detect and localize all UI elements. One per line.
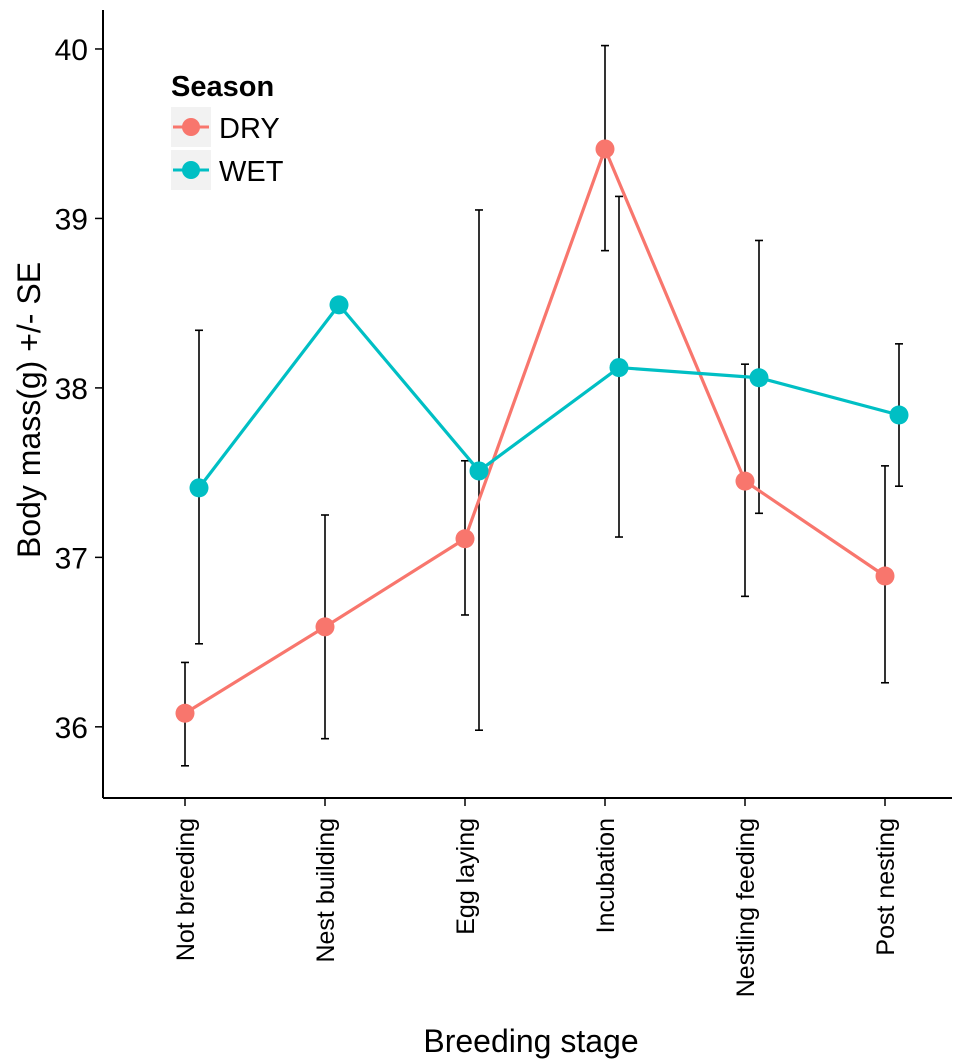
x-tick-label: Nest building xyxy=(312,818,340,963)
data-points xyxy=(175,139,909,723)
data-point-wet xyxy=(329,295,349,315)
y-ticks: 36 37 38 39 40 xyxy=(55,34,103,745)
data-point-dry xyxy=(175,703,195,723)
legend-title: Season xyxy=(171,71,274,103)
legend-key-dot-wet xyxy=(182,161,200,179)
error-bars xyxy=(181,44,903,767)
x-tick-label: Incubation xyxy=(592,818,620,933)
series-lines xyxy=(184,147,900,715)
legend: Season DRY WET xyxy=(171,71,284,190)
x-axis-title: Breeding stage xyxy=(423,1023,638,1059)
x-tick-label: Post nesting xyxy=(872,818,900,956)
data-point-dry xyxy=(595,139,615,159)
data-point-dry xyxy=(735,471,755,491)
y-tick-label: 37 xyxy=(55,542,88,575)
y-axis-title: Body mass(g) +/- SE xyxy=(11,262,47,558)
series-line-dry xyxy=(184,147,886,715)
legend-label-wet: WET xyxy=(219,156,284,188)
y-tick-label: 36 xyxy=(55,712,88,745)
data-point-wet xyxy=(749,368,769,388)
data-point-wet xyxy=(469,461,489,481)
x-tick-label: Egg laying xyxy=(452,818,480,935)
legend-label-dry: DRY xyxy=(219,113,280,145)
series-line-wet xyxy=(197,303,900,489)
data-point-wet xyxy=(889,405,909,425)
legend-key-dot-dry xyxy=(182,118,200,136)
x-tick-label: Nestling feeding xyxy=(732,818,760,997)
data-point-dry xyxy=(315,617,335,637)
x-ticks: Not breeding Nest building Egg laying Incub… xyxy=(172,798,900,997)
axes xyxy=(102,10,952,799)
data-point-dry xyxy=(455,529,475,549)
y-tick-label: 40 xyxy=(55,34,88,67)
y-tick-label: 39 xyxy=(55,203,88,236)
data-point-wet xyxy=(609,358,629,378)
data-point-dry xyxy=(875,566,895,586)
data-point-wet xyxy=(189,478,209,498)
x-tick-label: Not breeding xyxy=(172,818,200,961)
y-tick-label: 38 xyxy=(55,373,88,406)
